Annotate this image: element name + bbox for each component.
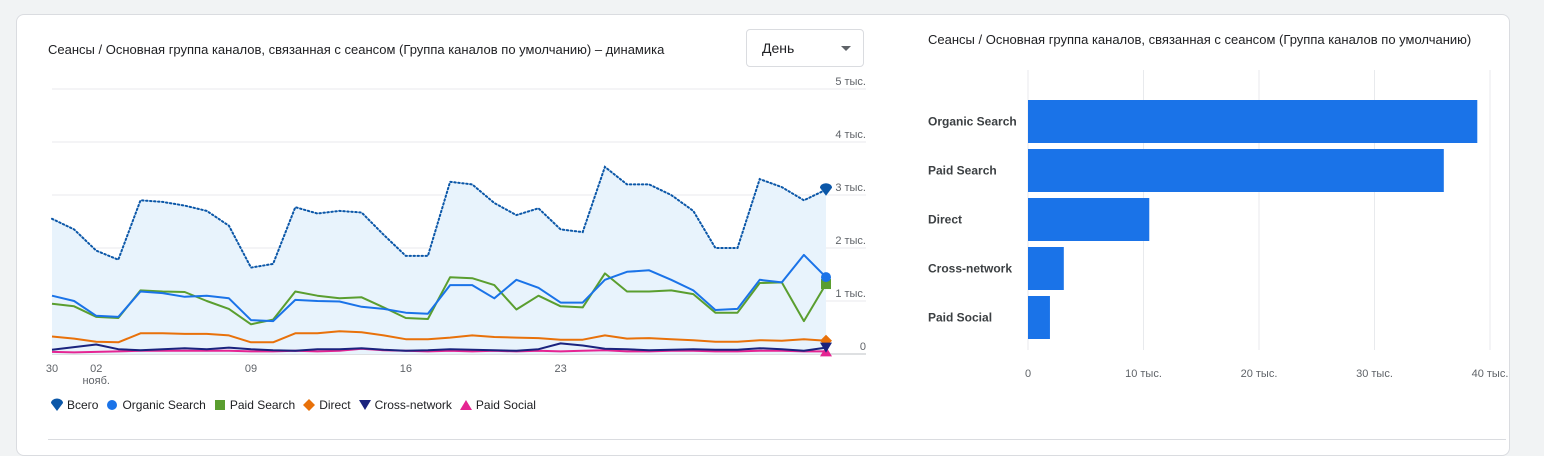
legend-label: Paid Search	[229, 398, 296, 412]
legend-item-social[interactable]: Paid Social	[459, 398, 536, 412]
legend-item-total[interactable]: Всего	[50, 398, 98, 412]
legend-marker-shape	[358, 400, 371, 410]
y-tick-label: 4 тыс.	[835, 129, 866, 141]
square-icon	[213, 398, 227, 412]
legend-label: Paid Social	[475, 398, 536, 412]
bar	[1028, 100, 1478, 143]
bar	[1028, 149, 1444, 192]
series-end-marker-total	[820, 183, 832, 196]
category-label: Direct	[928, 213, 962, 227]
series-end-marker-organic	[821, 272, 831, 283]
x-tick-label: 30 тыс.	[1356, 368, 1393, 380]
category-label: Organic Search	[928, 115, 1017, 129]
series-line-direct	[51, 330, 827, 344]
legend-marker-shape	[51, 398, 63, 411]
category-label: Paid Social	[928, 311, 992, 325]
y-tick-label: 0	[860, 341, 866, 353]
series-end-marker-cross	[820, 342, 832, 353]
series-line-cross	[51, 342, 827, 352]
y-tick-label: 2 тыс.	[835, 235, 866, 247]
line-chart-title: Сеансы / Основная группа каналов, связан…	[48, 42, 665, 57]
granularity-dropdown-value: День	[762, 40, 795, 56]
x-tick-sublabel: нояб.	[82, 375, 110, 387]
bar-chart: 0 10 тыс. 20 тыс. 30 тыс. 40 тыс. Organic Sea…	[928, 70, 1509, 380]
y-tick-label: 3 тыс.	[835, 182, 866, 194]
legend-item-cross[interactable]: Cross-network	[358, 398, 452, 412]
category-label: Paid Search	[928, 164, 997, 178]
legend-label: Direct	[319, 398, 351, 412]
x-tick-label: 20 тыс.	[1241, 368, 1278, 380]
caret-down-icon	[841, 46, 851, 51]
line-chart-legend: Всего Organic Search Paid Search Direct Cros…	[50, 398, 543, 416]
section-divider	[48, 439, 1506, 440]
x-tick-label: 23	[555, 363, 567, 375]
legend-item-paid[interactable]: Paid Search	[213, 398, 295, 412]
x-tick-label: 16	[400, 363, 412, 375]
series-end-marker-paid	[821, 279, 831, 290]
series-line-social	[51, 347, 826, 354]
legend-item-direct[interactable]: Direct	[302, 398, 351, 412]
x-tick-label: 40 тыс.	[1472, 368, 1509, 380]
legend-item-organic[interactable]: Organic Search	[105, 398, 206, 412]
legend-marker-shape	[107, 400, 118, 410]
bar	[1028, 198, 1150, 241]
category-label: Cross-network	[928, 262, 1012, 276]
legend-label: Organic Search	[122, 398, 206, 412]
granularity-dropdown[interactable]: День	[746, 29, 864, 67]
total-area	[52, 166, 826, 354]
legend-marker-shape	[303, 399, 316, 411]
x-tick-label: 09	[245, 363, 257, 375]
diamond-icon	[302, 398, 316, 412]
legend-label: Cross-network	[374, 398, 452, 412]
teardrop-icon	[50, 398, 64, 412]
triangle-up-icon	[459, 398, 473, 412]
x-tick-label: 10 тыс.	[1125, 368, 1162, 380]
series-line-organic	[51, 253, 827, 323]
x-tick-label: 0	[1025, 368, 1031, 380]
y-tick-label: 5 тыс.	[835, 76, 866, 88]
bar	[1028, 296, 1050, 339]
bar-chart-title: Сеансы / Основная группа каналов, связан…	[928, 32, 1472, 47]
triangle-down-icon	[358, 398, 372, 412]
circle-icon	[105, 398, 119, 412]
series-line-total	[51, 165, 827, 269]
x-tick-label: 02	[90, 363, 102, 375]
x-tick-label: 30	[46, 363, 58, 375]
legend-label: Всего	[67, 398, 99, 412]
legend-marker-shape	[214, 400, 225, 410]
y-tick-label: 1 тыс.	[835, 288, 866, 300]
bar	[1028, 247, 1064, 290]
legend-marker-shape	[459, 400, 472, 410]
